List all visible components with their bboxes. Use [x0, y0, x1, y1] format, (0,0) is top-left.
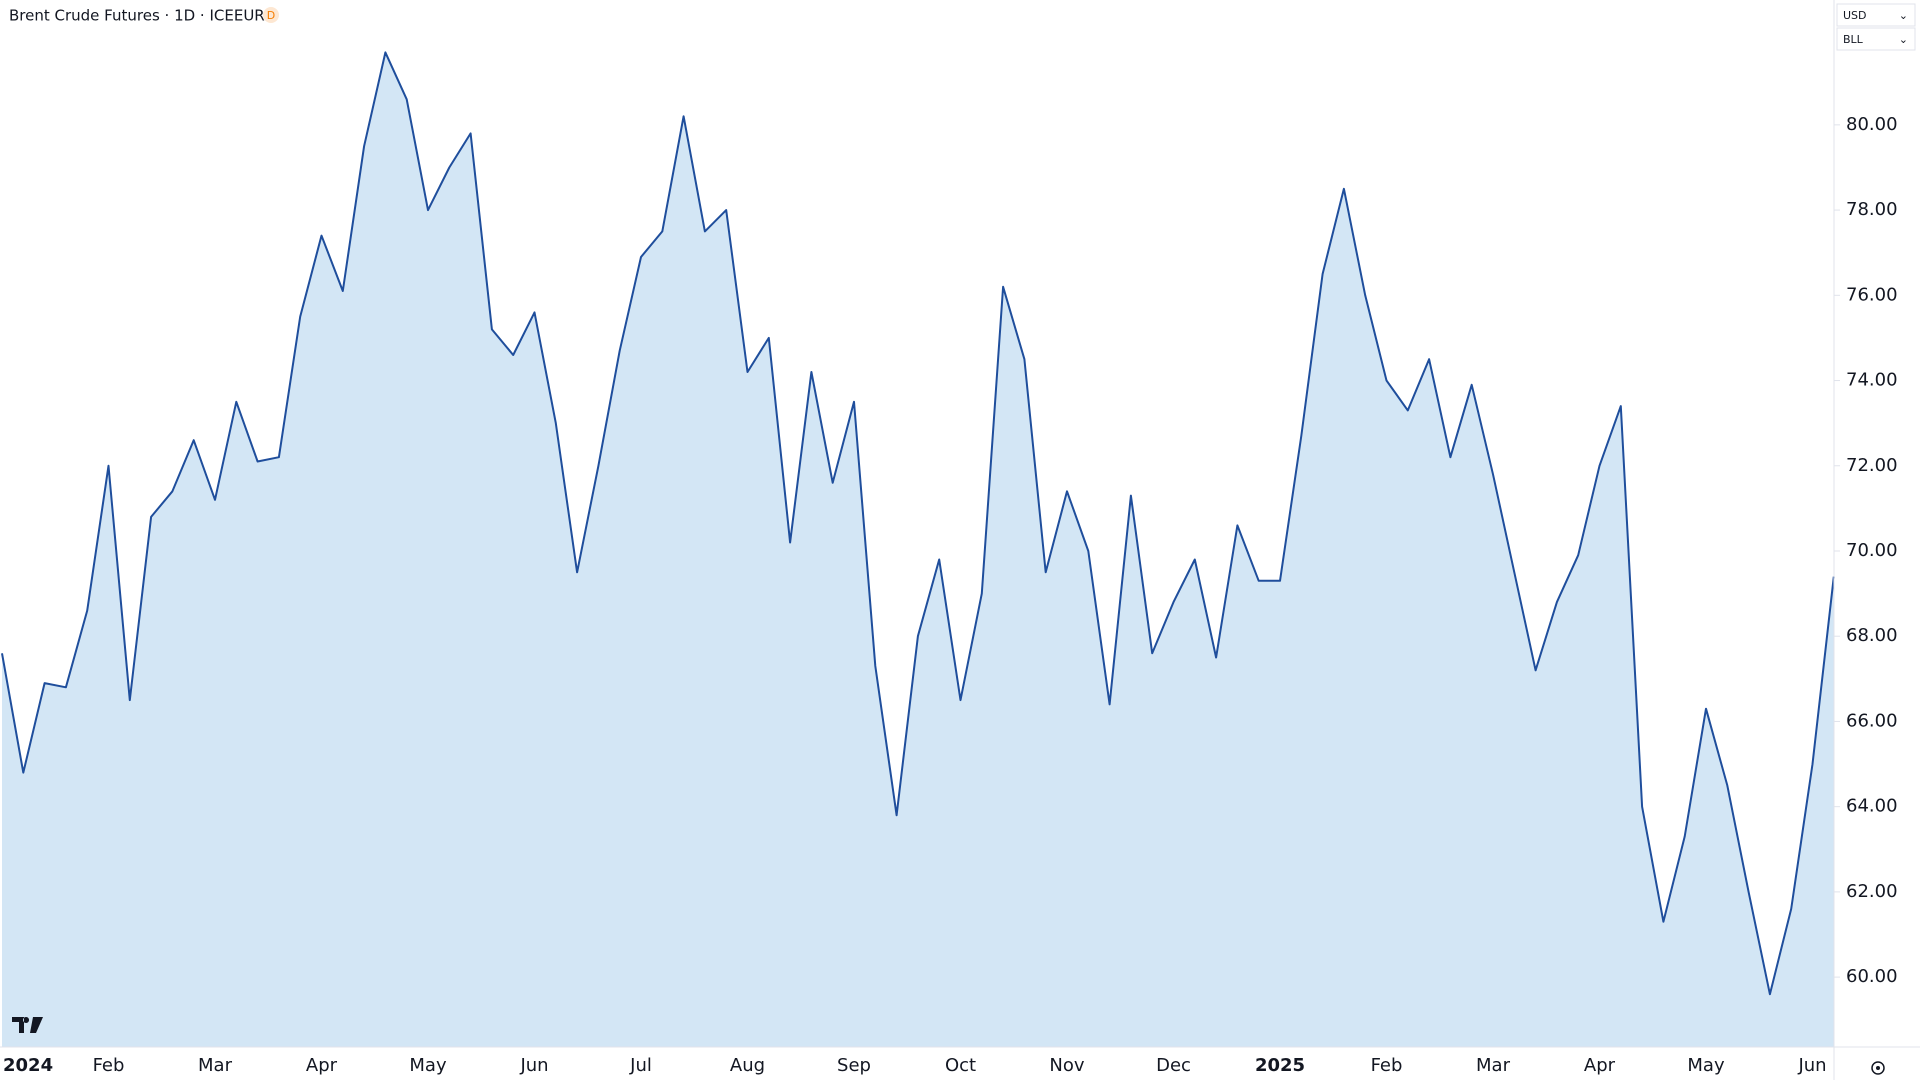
x-tick-label: Sep — [837, 1055, 871, 1076]
x-tick-label: Mar — [1476, 1055, 1511, 1076]
x-tick-label: Aug — [730, 1055, 765, 1076]
y-tick-label: 60.00 — [1846, 966, 1898, 987]
x-tick-label: Apr — [1584, 1055, 1616, 1076]
settings-icon-dot — [1876, 1066, 1880, 1070]
x-tick-label: Dec — [1156, 1055, 1191, 1076]
x-tick-label: Jun — [1797, 1055, 1826, 1076]
area-fill — [2, 52, 1834, 1047]
x-tick-label: Feb — [93, 1055, 125, 1076]
y-tick-label: 76.00 — [1846, 284, 1898, 305]
y-tick-label: 68.00 — [1846, 625, 1898, 646]
price-line — [1, 51, 1835, 996]
dropdown-arrow: ⌄ — [1899, 9, 1908, 22]
x-tick-label: 2024 — [3, 1055, 53, 1076]
dropdown-arrow: ⌄ — [1899, 33, 1908, 46]
x-tick-label: Jul — [629, 1055, 652, 1076]
y-tick-label: 66.00 — [1846, 710, 1898, 731]
plot-area — [1, 51, 1835, 1047]
x-tick-label: Nov — [1049, 1055, 1084, 1076]
unit[interactable]: BLL — [1843, 33, 1864, 46]
y-tick-label: 70.00 — [1846, 540, 1898, 561]
y-tick-label: 78.00 — [1846, 199, 1898, 220]
settings-icon[interactable] — [1871, 1061, 1885, 1075]
x-tick-label: Jun — [519, 1055, 548, 1076]
x-tick-label: Apr — [306, 1055, 338, 1076]
unit-box[interactable] — [1836, 27, 1916, 51]
x-tick-label: May — [1687, 1055, 1725, 1076]
currency-box[interactable] — [1836, 3, 1916, 27]
y-tick-label: 62.00 — [1846, 881, 1898, 902]
y-tick-label: 74.00 — [1846, 370, 1898, 391]
x-tick-label: May — [409, 1055, 447, 1076]
badge-bg — [263, 7, 279, 23]
chart-title: Brent Crude Futures · 1D · ICEEUR — [9, 7, 265, 25]
x-tick-label: Oct — [945, 1055, 976, 1076]
x-tick-label: 2025 — [1255, 1055, 1305, 1076]
tv-logo — [12, 1017, 43, 1033]
currency[interactable]: USD — [1843, 9, 1867, 22]
y-tick-label: 64.00 — [1846, 796, 1898, 817]
y-tick-label: 72.00 — [1846, 455, 1898, 476]
y-tick-label: 80.00 — [1846, 114, 1898, 135]
x-tick-label: Mar — [198, 1055, 233, 1076]
x-tick-label: Feb — [1371, 1055, 1403, 1076]
badge: D — [267, 9, 275, 22]
